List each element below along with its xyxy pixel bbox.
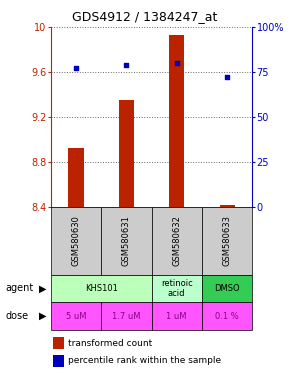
Point [124, 62, 129, 68]
Bar [202, 207, 252, 275]
Text: 1.7 uM: 1.7 uM [112, 311, 141, 321]
Text: retinoic
acid: retinoic acid [161, 279, 193, 298]
Bar [119, 100, 134, 207]
Bar [151, 207, 202, 275]
Text: dose: dose [6, 311, 29, 321]
Point [74, 65, 78, 71]
Text: transformed count: transformed count [68, 339, 152, 348]
Text: 5 uM: 5 uM [66, 311, 86, 321]
Bar [51, 207, 101, 275]
Text: KHS101: KHS101 [85, 284, 117, 293]
Bar [202, 275, 252, 302]
Bar [51, 302, 101, 330]
Text: GSM580633: GSM580633 [223, 215, 232, 266]
Text: 0.1 %: 0.1 % [215, 311, 239, 321]
Point [174, 60, 179, 66]
Text: ▶: ▶ [39, 283, 47, 293]
Text: DMSO: DMSO [214, 284, 240, 293]
Text: GSM580631: GSM580631 [122, 215, 131, 266]
Text: agent: agent [6, 283, 34, 293]
Text: 1 uM: 1 uM [166, 311, 187, 321]
Text: GSM580632: GSM580632 [172, 215, 181, 266]
Bar [220, 205, 235, 207]
Bar [169, 35, 184, 207]
Point [225, 74, 229, 81]
Bar [53, 355, 64, 366]
Bar [151, 302, 202, 330]
Bar [53, 338, 64, 349]
Bar [51, 275, 151, 302]
Bar [151, 275, 202, 302]
Bar [202, 302, 252, 330]
Bar [101, 302, 151, 330]
Text: ▶: ▶ [39, 311, 47, 321]
Bar [68, 147, 84, 207]
Text: GSM580630: GSM580630 [71, 215, 80, 266]
Text: GDS4912 / 1384247_at: GDS4912 / 1384247_at [72, 10, 218, 23]
Text: percentile rank within the sample: percentile rank within the sample [68, 356, 221, 365]
Bar [101, 207, 151, 275]
